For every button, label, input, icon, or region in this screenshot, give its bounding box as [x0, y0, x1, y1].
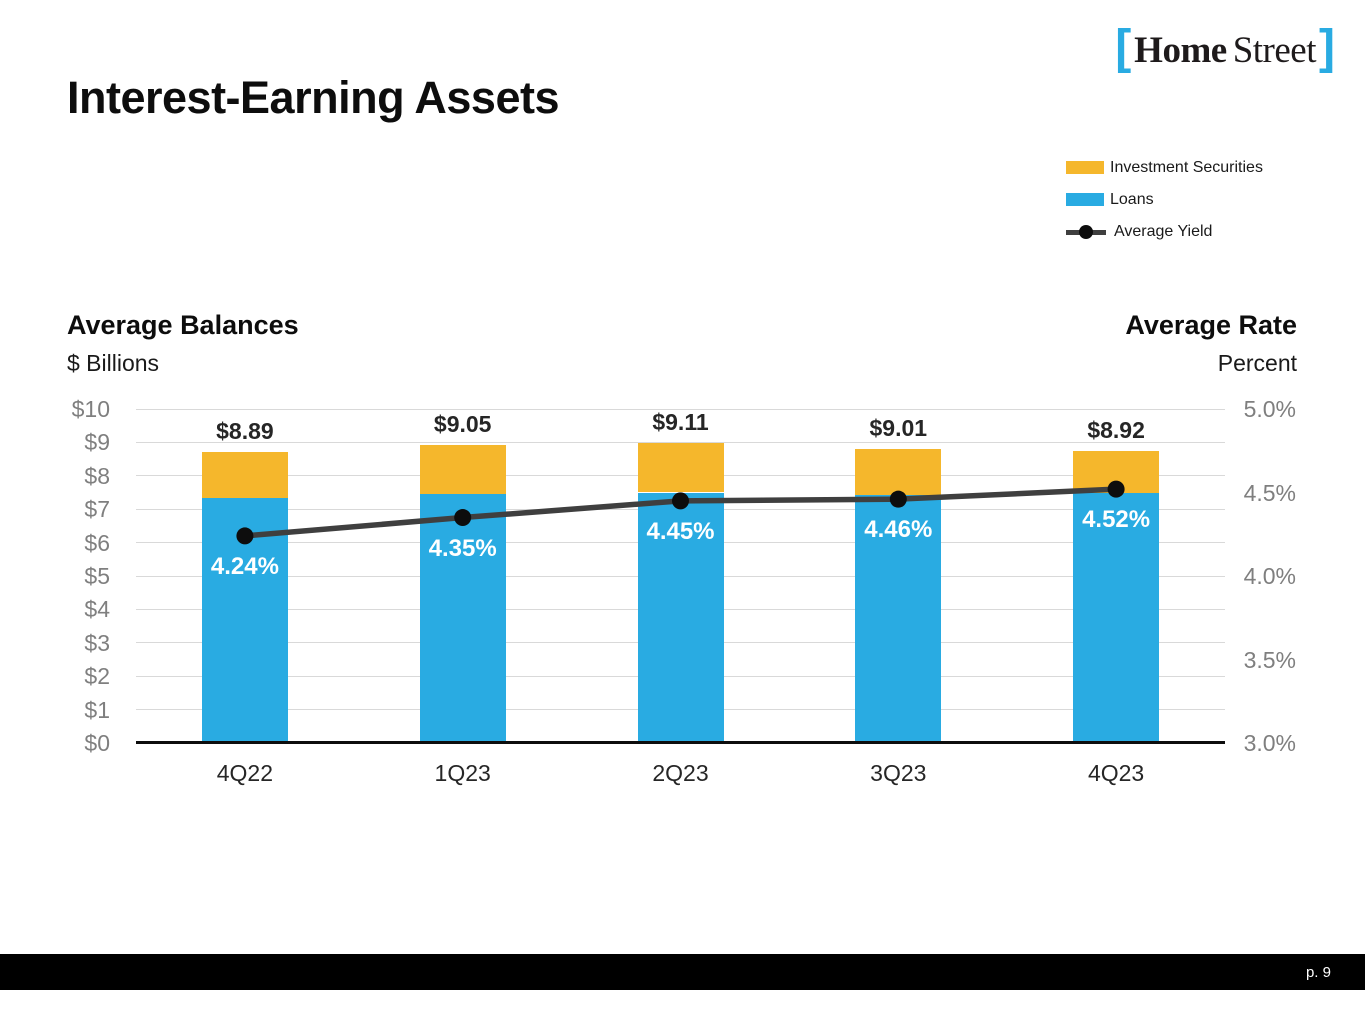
left-axis-tick: $2	[84, 663, 110, 690]
yield-data-point	[889, 490, 907, 508]
bar-total-label: $9.01	[869, 415, 928, 442]
homestreet-logo: [Home Street]	[1115, 21, 1335, 74]
left-axis-tick: $10	[71, 396, 110, 422]
yield-value-label: 4.35%	[428, 534, 497, 562]
legend-line-dot-icon	[1066, 224, 1110, 239]
legend-item-1: Loans	[1066, 190, 1263, 209]
legend-item-0: Investment Securities	[1066, 158, 1263, 177]
legend-label: Investment Securities	[1110, 158, 1263, 176]
right-axis-tick: 5.0%	[1243, 396, 1296, 422]
logo-right-bracket-icon: ]	[1319, 21, 1335, 74]
left-axis-tick: $0	[84, 730, 110, 756]
left-axis-tick: $7	[84, 496, 110, 523]
yield-value-label: 4.24%	[210, 552, 279, 580]
yield-data-point	[454, 509, 472, 527]
page-number: p. 9	[1305, 963, 1331, 981]
right-axis-tick: 3.0%	[1243, 730, 1296, 756]
bar-total-label: $9.11	[652, 409, 709, 436]
slide-title: Interest-Earning Assets	[67, 72, 559, 123]
legend-label: Average Yield	[1114, 222, 1213, 240]
bar-securities-1Q23	[419, 445, 506, 495]
right-axis-title: Average Rate	[1125, 310, 1297, 340]
bar-total-label: $9.05	[433, 411, 492, 438]
yield-data-point	[672, 492, 689, 510]
x-axis-label: 4Q23	[1087, 760, 1145, 786]
left-axis-tick: $9	[84, 429, 110, 456]
legend-item-2: Average Yield	[1066, 222, 1263, 241]
right-axis-header: Average Rate Percent	[1125, 310, 1297, 377]
right-axis-tick: 3.5%	[1243, 646, 1296, 673]
x-axis-label: 2Q23	[652, 760, 709, 786]
gridline	[136, 408, 1225, 410]
logo-text-street: Street	[1232, 29, 1317, 71]
right-axis-subtitle: Percent	[1217, 350, 1297, 376]
left-axis-tick: $1	[84, 696, 110, 723]
legend-swatch-icon	[1066, 193, 1104, 206]
yield-data-point	[1107, 480, 1125, 498]
footer-bar: p. 9	[0, 954, 1365, 990]
legend-dot	[1079, 224, 1093, 239]
yield-data-point	[236, 527, 254, 545]
left-axis-header: Average Balances $ Billions	[67, 310, 299, 377]
yield-value-label: 4.46%	[864, 516, 933, 544]
left-axis-tick: $6	[84, 529, 110, 556]
gridline	[136, 441, 1225, 443]
yield-value-label: 4.52%	[1082, 506, 1151, 534]
bar-total-label: $8.89	[216, 417, 274, 444]
bar-loans-2Q23	[637, 492, 724, 743]
left-axis-tick: $5	[84, 563, 110, 589]
x-axis-label: 4Q22	[216, 760, 274, 786]
chart-legend: Investment Securities Loans Average Yield	[1066, 158, 1263, 241]
legend-label: Loans	[1110, 190, 1154, 208]
bar-securities-3Q23	[855, 449, 942, 496]
left-axis-title: Average Balances	[67, 310, 299, 340]
bar-total-label: $8.92	[1087, 416, 1145, 443]
left-axis-tick: $4	[84, 596, 110, 623]
bar-securities-4Q22	[201, 451, 288, 498]
left-axis-subtitle: $ Billions	[67, 350, 160, 376]
right-axis-tick: 4.0%	[1243, 563, 1296, 589]
bar-loans-1Q23	[419, 494, 506, 743]
left-axis-tick: $8	[84, 462, 110, 489]
legend-swatch-icon	[1066, 161, 1104, 174]
x-axis-label: 3Q23	[870, 760, 927, 786]
bar-securities-2Q23	[637, 443, 724, 493]
logo-text-home: Home	[1134, 29, 1227, 71]
x-axis-line	[136, 741, 1225, 744]
bar-loans-3Q23	[855, 495, 942, 743]
right-axis-tick: 4.5%	[1243, 479, 1296, 506]
x-axis-label: 1Q23	[434, 760, 491, 786]
yield-value-label: 4.45%	[646, 517, 715, 545]
bar-loans-4Q23	[1073, 492, 1160, 743]
logo-left-bracket-icon: [	[1115, 21, 1132, 74]
left-axis-tick: $3	[84, 629, 110, 656]
